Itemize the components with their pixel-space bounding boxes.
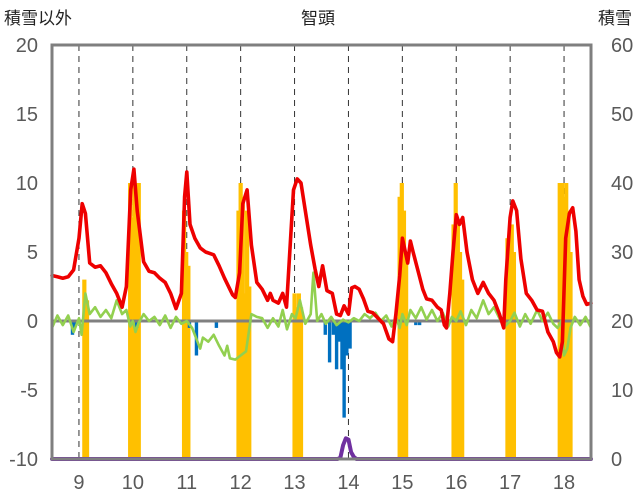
left-tick-label: -5 [20,380,38,402]
blue-bar [327,321,332,363]
snow-depth-bar [82,279,87,459]
snow-depth-bar [509,224,514,459]
x-tick-label: 14 [337,472,359,494]
x-axis-ticks: 9 10 11 12 13 14 15 16 17 18 [73,472,575,494]
x-tick-label: 16 [445,472,467,494]
snow-depth-bar [181,210,187,459]
snow-depth-bar [568,252,573,459]
left-axis-title: 積雪以外 [4,9,72,29]
snow-depth-bar [505,238,510,459]
right-tick-label: 50 [611,104,633,126]
snow-depth-bar [511,252,517,459]
left-tick-label: 0 [27,311,38,333]
blue-bar [417,321,422,326]
snow-depth-bar [507,238,512,459]
blue-bar [331,321,336,335]
blue-bar [342,321,346,418]
snow-depth-bar [130,217,135,459]
vertical-gridlines [78,45,565,459]
x-tick-label: 9 [73,472,84,494]
x-tick-label: 15 [391,472,413,494]
snow-depth-bar [298,307,304,459]
snow-depth-bar [240,196,245,460]
right-axis-title: 積雪 [598,9,632,29]
snow-depth-bar [296,293,301,459]
right-tick-label: 60 [611,35,633,57]
x-tick-label: 13 [283,472,305,494]
left-tick-label: 5 [27,242,38,264]
left-tick-label: 20 [16,35,38,57]
blue-bar [414,321,418,326]
left-tick-label: 10 [16,173,38,195]
blue-bar [345,321,349,356]
right-tick-label: 30 [611,242,633,264]
snow-depth-bar [186,265,191,459]
blue-bar [323,321,327,335]
left-tick-label: 15 [16,104,38,126]
right-tick-label: 10 [611,380,633,402]
blue-bar [348,321,352,349]
right-tick-label: 40 [611,173,633,195]
x-tick-label: 18 [553,472,575,494]
red-line [50,167,593,359]
snow-depth-bar [184,252,189,459]
snow-depth-bar [457,252,463,459]
right-axis-ticks: 60 50 40 30 20 10 0 [611,35,633,471]
snow-depth-bar [84,300,90,459]
x-tick-label: 11 [176,472,197,494]
plot-frame [50,43,593,461]
blue-bar [334,321,339,370]
snow-depth-bar [242,293,248,459]
snow-depth-bar [294,307,299,459]
blue-bar [340,321,344,370]
snow-depth-bar [247,286,252,459]
snow-depth-bar [404,252,409,459]
x-tick-label: 12 [230,472,252,494]
snow-depth-bar [455,224,460,459]
snow-depth-bar [451,224,456,459]
right-tick-label: 20 [611,311,633,333]
snow-depth-bar [460,279,465,459]
left-tick-label: -10 [9,449,38,471]
snow-depth-bar [401,210,407,459]
blue-bar [337,321,341,342]
left-axis-ticks: 20 15 10 5 0 -5 -10 [9,35,38,471]
right-tick-label: 0 [611,449,622,471]
x-tick-label: 17 [499,472,521,494]
snow-depth-bar [292,293,297,459]
snow-depth-bar [236,210,241,459]
blue-bar [72,321,77,328]
blue-bar [214,321,219,328]
x-tick-label: 10 [122,472,144,494]
chart-title: 智頭 [301,9,335,29]
